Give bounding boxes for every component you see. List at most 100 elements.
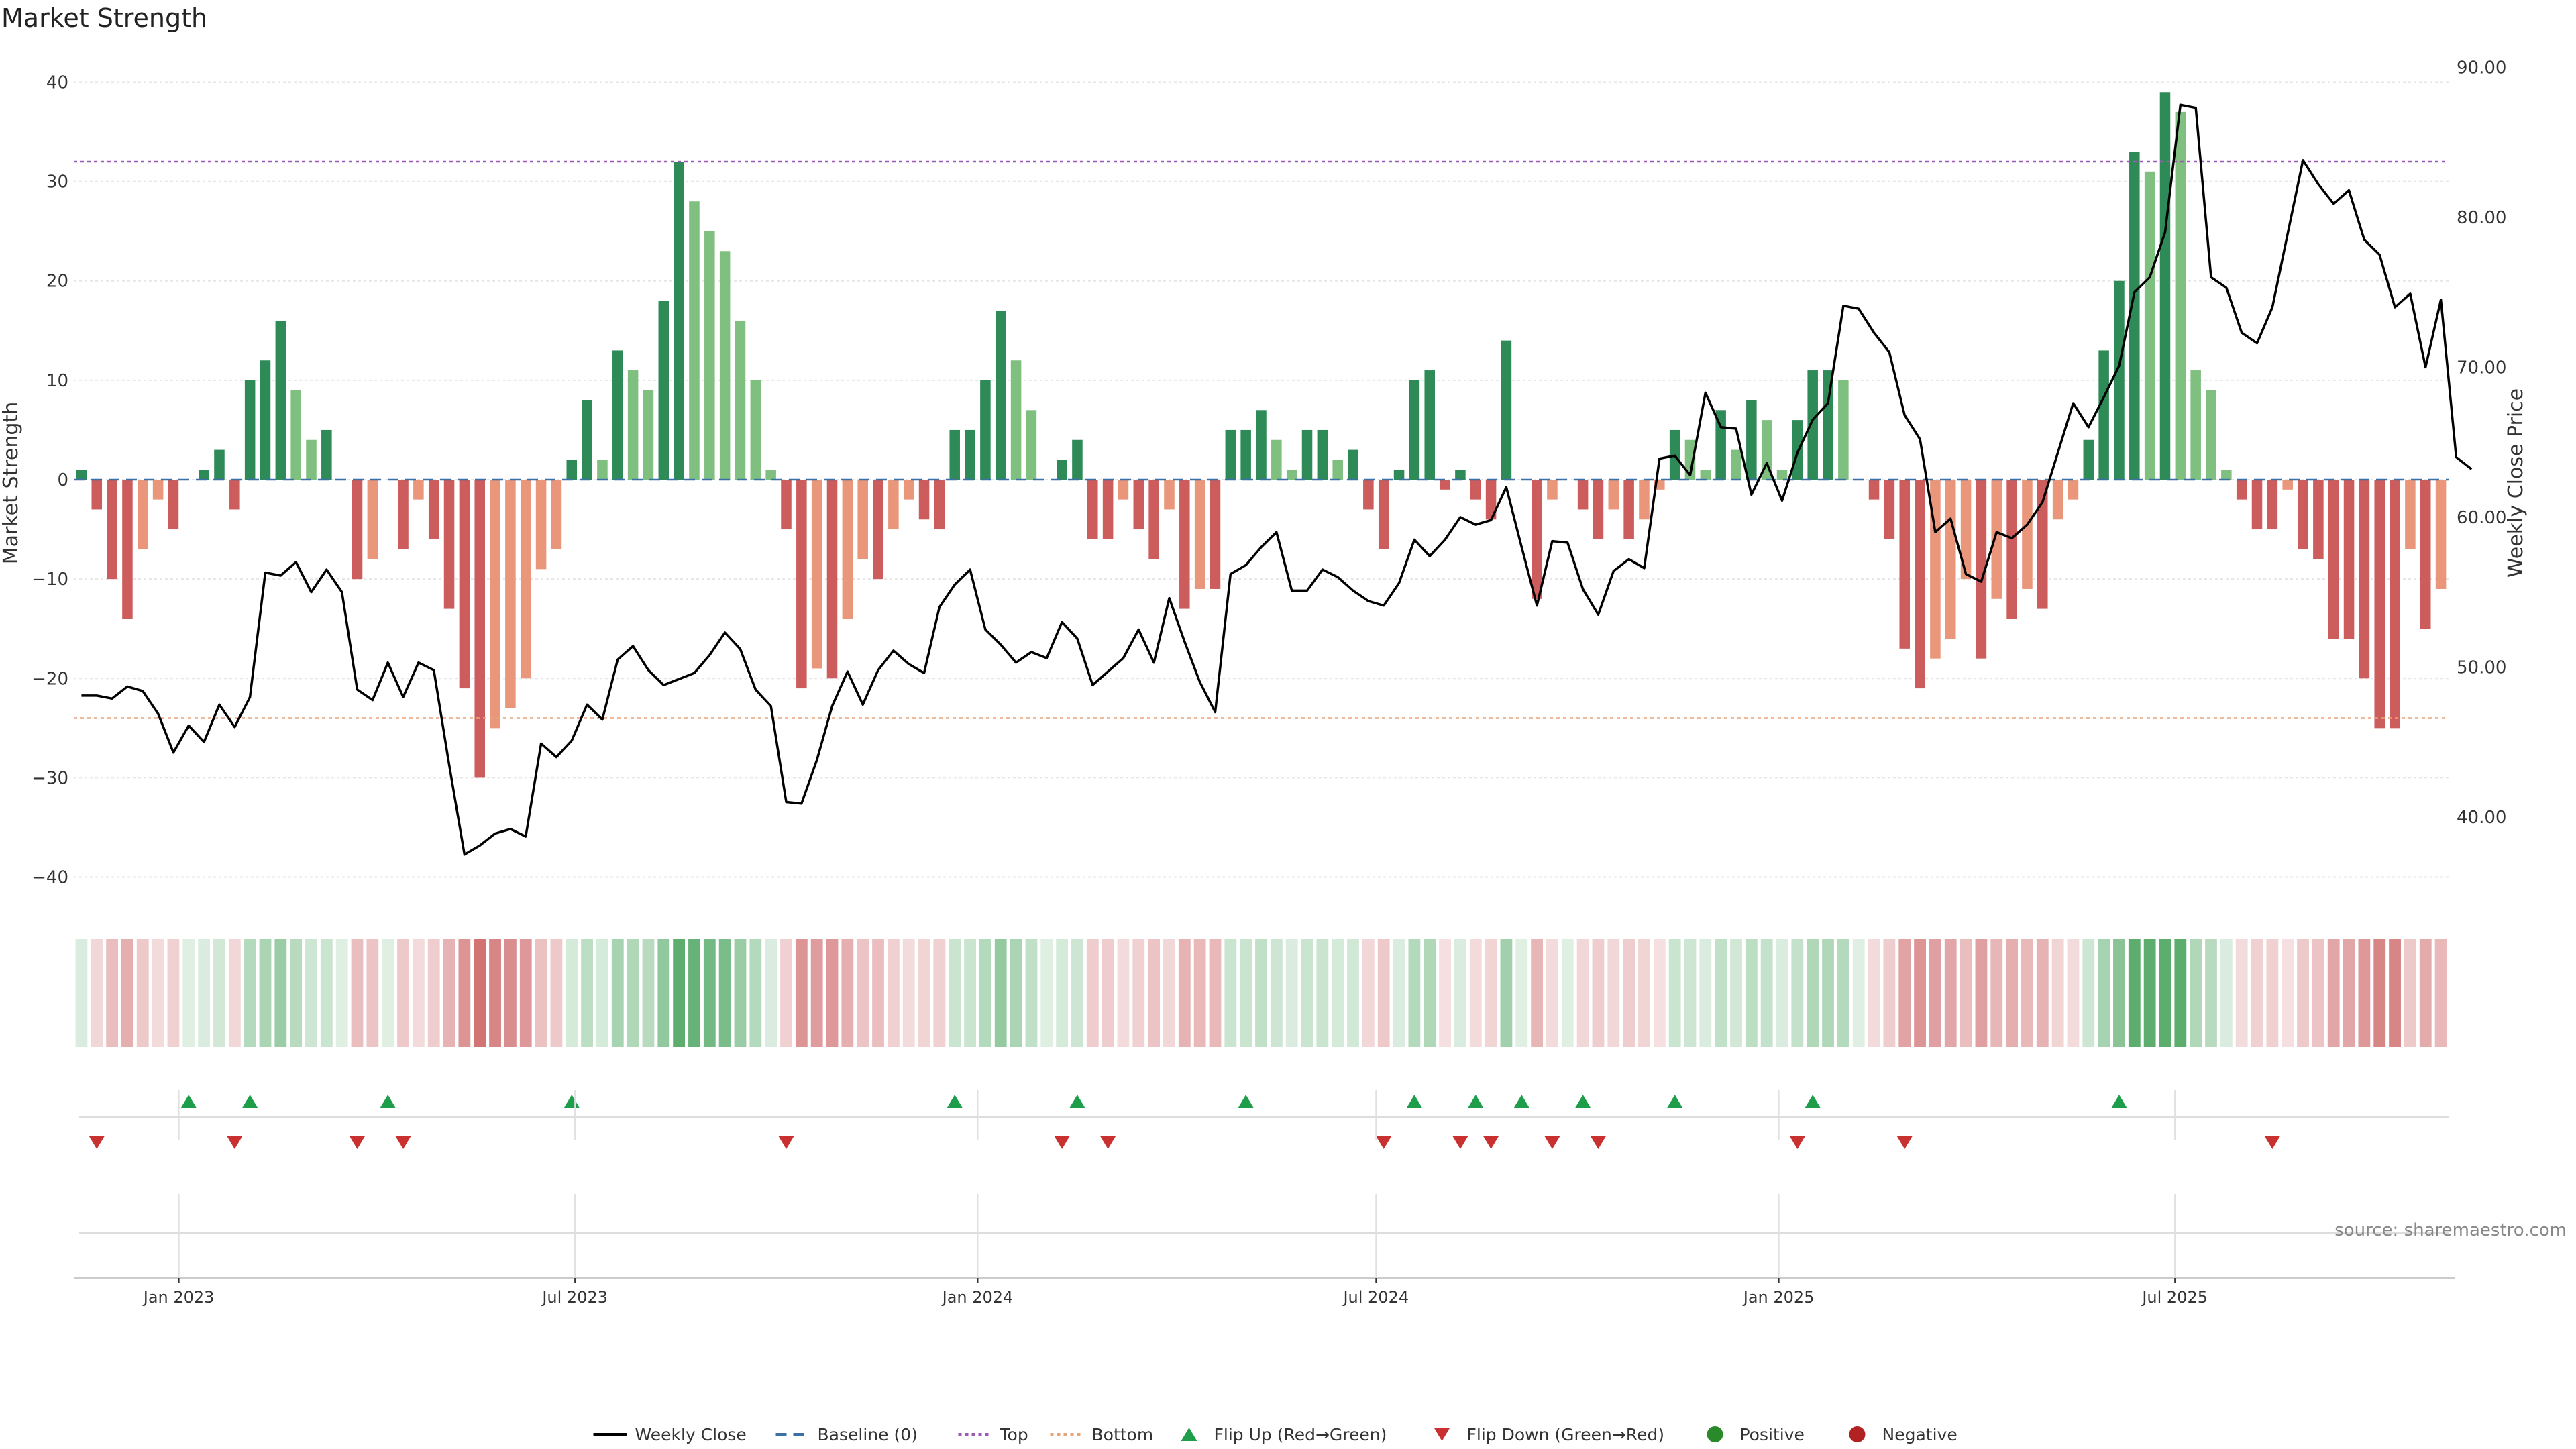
- strength-bar: [689, 201, 700, 480]
- strength-bar: [1593, 480, 1604, 539]
- strength-bar: [903, 480, 914, 500]
- strength-bar: [1102, 480, 1114, 539]
- strength-bar: [826, 480, 838, 679]
- strength-bar: [2282, 480, 2293, 490]
- y2-tick-label: 50.00: [2457, 657, 2506, 678]
- strength-bar: [122, 480, 133, 619]
- strength-bar: [367, 480, 378, 559]
- strength-bar: [459, 480, 470, 689]
- strength-bar: [1746, 400, 1757, 480]
- heat-cell: [2143, 939, 2156, 1046]
- strength-bar: [199, 470, 209, 480]
- legend-item: Bottom: [1050, 1425, 1153, 1444]
- strength-bar: [597, 460, 608, 480]
- heat-cell: [1301, 939, 1313, 1046]
- heat-cell: [244, 939, 256, 1046]
- flip-up-marker: [1238, 1095, 1254, 1108]
- heat-cell: [152, 939, 164, 1046]
- heat-cell: [1224, 939, 1237, 1046]
- strength-bar: [1393, 470, 1405, 480]
- heat-cell: [810, 939, 823, 1046]
- chart-title: Market Strength: [1, 3, 207, 33]
- strength-bar: [1210, 480, 1221, 589]
- heat-cell: [1439, 939, 1451, 1046]
- flip-down-marker: [1375, 1136, 1392, 1149]
- strength-bar: [244, 380, 256, 480]
- y-axis-label: Market Strength: [0, 402, 23, 564]
- heat-cell: [1791, 939, 1804, 1046]
- y-axis-left: 40 30 20 10 0 −10 −20 −30 −40: [32, 72, 68, 888]
- strength-bar: [1317, 429, 1328, 480]
- strength-bar: [627, 370, 639, 480]
- legend-item: Weekly Close: [593, 1425, 747, 1444]
- flip-down-marker: [395, 1136, 412, 1149]
- heat-cell: [2419, 939, 2432, 1046]
- heat-cell: [2036, 939, 2049, 1046]
- strength-bar: [566, 460, 578, 480]
- strength-bar: [811, 480, 822, 669]
- heat-cell: [1852, 939, 1865, 1046]
- heat-cell: [1117, 939, 1130, 1046]
- heat-cell: [351, 939, 364, 1046]
- strength-bar: [413, 480, 424, 500]
- heat-cell: [1914, 939, 1926, 1046]
- heat-cell: [489, 939, 501, 1046]
- strength-bar: [1776, 470, 1788, 480]
- strength-bar: [443, 480, 455, 609]
- heat-cell: [902, 939, 915, 1046]
- date-axis: Jan 2023 Jul 2023 Jan 2024 Jul 2024 Jan 2025…: [74, 1090, 2455, 1307]
- strength-bar: [505, 480, 516, 708]
- strength-bar: [2343, 480, 2355, 639]
- strength-bar: [352, 480, 363, 580]
- heat-cell: [2128, 939, 2141, 1046]
- heat-cell: [1576, 939, 1589, 1046]
- date-tick-label: Jan 2024: [941, 1288, 1014, 1307]
- y2-tick-label: 40.00: [2457, 808, 2506, 828]
- strength-bar: [796, 480, 807, 689]
- heat-cell: [566, 939, 578, 1046]
- heat-cell: [2282, 939, 2294, 1046]
- heat-cell: [657, 939, 670, 1046]
- strength-bar: [138, 480, 148, 549]
- flip-up-marker: [1574, 1095, 1591, 1108]
- strength-bar: [719, 251, 731, 480]
- heat-cell: [1193, 939, 1206, 1046]
- heat-cell: [2358, 939, 2371, 1046]
- y2-tick-label: 80.00: [2457, 208, 2506, 228]
- strength-bar: [168, 480, 179, 530]
- source-label: source: sharemaestro.com: [2334, 1220, 2567, 1240]
- heat-cell: [1316, 939, 1329, 1046]
- strength-bar: [1148, 480, 1159, 559]
- strength-bar: [2435, 480, 2447, 589]
- strength-bar: [1271, 439, 1282, 480]
- strength-bar: [995, 311, 1006, 480]
- strength-bar: [1072, 439, 1083, 480]
- heat-cell: [504, 939, 517, 1046]
- legend-item: Positive: [1707, 1425, 1805, 1444]
- heat-cell: [2006, 939, 2019, 1046]
- strength-bar: [1010, 360, 1022, 480]
- date-tick-label: Jan 2023: [142, 1288, 215, 1307]
- strength-bar: [2037, 480, 2048, 609]
- heat-cell: [1515, 939, 1528, 1046]
- strength-bar: [2175, 111, 2186, 480]
- strength-bar: [2083, 439, 2094, 480]
- strength-bar: [1915, 480, 1925, 689]
- strength-bar: [674, 161, 684, 480]
- strength-bar: [1868, 480, 1880, 500]
- strength-bar: [1455, 470, 1466, 480]
- heat-cell: [198, 939, 211, 1046]
- strength-bar: [214, 449, 225, 480]
- heat-cell: [673, 939, 686, 1046]
- heat-cell: [1960, 939, 1972, 1046]
- strength-bar: [1225, 429, 1236, 480]
- heat-cell: [550, 939, 563, 1046]
- heat-cell: [1362, 939, 1375, 1046]
- strength-bar: [76, 470, 87, 480]
- strength-bar: [2206, 390, 2216, 480]
- strength-bar: [1976, 480, 1987, 659]
- strength-bar: [1532, 480, 1542, 599]
- heat-cell: [2067, 939, 2080, 1046]
- y2-tick-label: 70.00: [2457, 358, 2506, 378]
- strength-bar: [1960, 480, 1972, 580]
